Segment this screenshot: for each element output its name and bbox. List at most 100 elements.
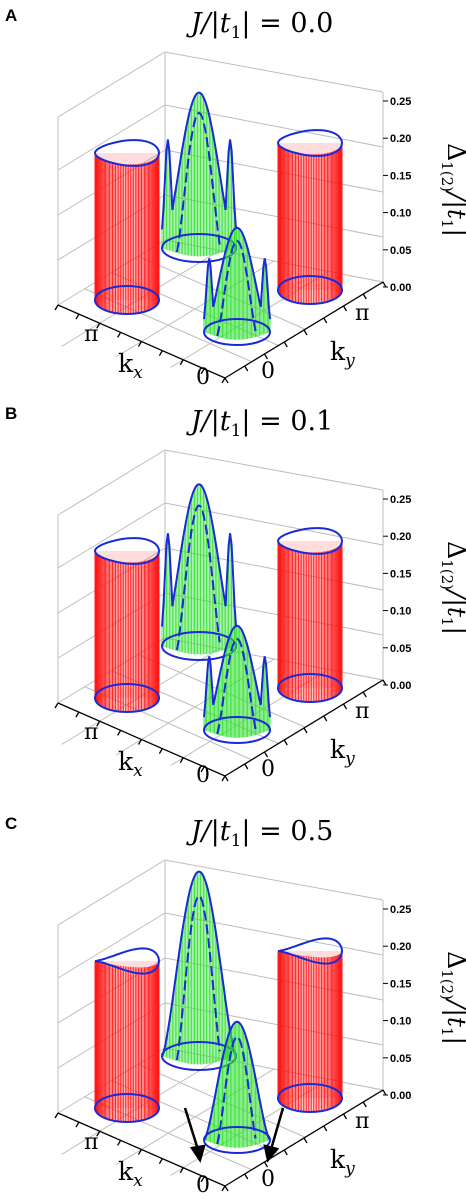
ky-tick <box>283 1149 288 1156</box>
dome-profile <box>203 624 271 718</box>
ky-tick-label-pi: π <box>355 301 369 326</box>
dome-hatch <box>161 92 237 257</box>
cylinder-hatch <box>277 541 343 702</box>
cylinder-fill <box>95 551 159 698</box>
z-tick-label: 0.15 <box>390 978 411 990</box>
dome-base <box>203 716 271 744</box>
wall-grid-line <box>164 592 384 636</box>
wall-grid-line <box>57 104 166 171</box>
cylinder-fill <box>95 961 159 1108</box>
dome-profile <box>161 91 237 230</box>
kx-tick <box>96 720 101 727</box>
kx-tick <box>75 711 80 718</box>
panel-letter: B <box>5 404 17 423</box>
ky-tick <box>244 365 249 372</box>
cylinder-top <box>93 537 161 565</box>
cylinder-base <box>277 275 343 305</box>
z-tick-label: 0.10 <box>390 208 411 220</box>
ky-tick <box>362 691 367 698</box>
back-top-edge <box>57 449 384 516</box>
red-cylinder-left <box>93 139 161 315</box>
dome-inner-curve <box>216 239 257 337</box>
cylinder-hatch <box>94 551 160 712</box>
red-cylinder-right <box>276 129 344 305</box>
ky-axis-label: ky <box>330 735 355 769</box>
ky-tick <box>303 329 308 336</box>
floor-grid-line <box>61 648 220 745</box>
dome-inner-curve <box>175 894 221 1061</box>
kx-tick-label-pi: π <box>84 720 98 745</box>
ky-tick <box>224 377 229 384</box>
z-tick-label: 0.10 <box>390 606 411 618</box>
kx-tick <box>158 350 163 356</box>
floor-grid-line <box>138 255 306 330</box>
kx-axis-label: kx <box>118 1157 143 1191</box>
kx-tick <box>200 1176 205 1183</box>
green-dome-back <box>161 483 237 661</box>
floor-grid-line <box>138 653 306 728</box>
wall-grid-line <box>164 1002 384 1046</box>
cylinder-hatch <box>277 143 343 304</box>
wall-grid-line <box>57 502 166 569</box>
kx-tick <box>54 702 59 709</box>
annotation-arrows <box>183 1107 285 1163</box>
wall-grid-line <box>164 149 384 193</box>
ky-tick <box>362 293 367 300</box>
ky-tick <box>224 775 229 782</box>
wall-grid-line <box>57 149 166 216</box>
z-tick-label: 0.25 <box>390 904 411 916</box>
cylinder-fill <box>278 143 342 290</box>
ky-tick <box>323 1125 328 1132</box>
z-tick-label: 0.25 <box>390 96 411 108</box>
wall-grid-line <box>164 957 384 1001</box>
z-axis <box>383 498 388 686</box>
ky-tick <box>244 763 249 770</box>
kx-tick <box>117 730 122 736</box>
ky-tick <box>323 317 328 324</box>
panel-title: J/|t1| = 0.0 <box>186 8 334 43</box>
z-tick-label: 0.20 <box>390 133 411 145</box>
ky-tick-label-0: 0 <box>261 757 275 782</box>
floor-grid-line <box>61 1058 220 1155</box>
red-cylinder-left <box>93 537 161 713</box>
cylinder-top <box>95 947 161 975</box>
kx-tick-label-0: 0 <box>196 763 210 788</box>
cylinder-outline <box>93 139 161 315</box>
z-tick-label: 0.05 <box>390 1053 411 1065</box>
ky-tick-label-0: 0 <box>261 359 275 384</box>
cylinder-outline <box>94 947 161 1123</box>
axes <box>54 281 387 384</box>
cylinder-hatch <box>277 951 343 1112</box>
cylinder-outline <box>276 527 344 703</box>
cylinder-outline <box>93 537 161 713</box>
arrow-right-head <box>263 1144 280 1163</box>
ky-tick <box>342 703 348 710</box>
back-top-edge <box>57 51 384 118</box>
wall-grid-line <box>164 194 384 238</box>
kx-tick <box>221 1185 226 1192</box>
dome-profile <box>161 483 237 627</box>
kx-axis-label: kx <box>118 349 143 383</box>
kx-tick <box>117 332 122 338</box>
dome-outline <box>203 1020 271 1154</box>
z-tick-label: 0.20 <box>390 531 411 543</box>
kx-tick <box>179 757 184 764</box>
floor-grid-line <box>61 250 220 347</box>
dome-base <box>203 318 271 346</box>
kx-tick <box>221 775 226 782</box>
ky-tick <box>342 1113 348 1120</box>
arrow-right <box>268 1107 285 1154</box>
dome-hatch <box>161 484 237 655</box>
dome-profile <box>203 226 271 320</box>
dome-outline <box>203 624 271 744</box>
ky-tick <box>283 739 288 746</box>
cylinder-hatch <box>94 153 160 314</box>
ky-tick <box>342 305 348 312</box>
z-tick-label: 0.15 <box>390 568 411 580</box>
green-dome-back <box>161 91 237 263</box>
kx-tick <box>117 1140 122 1146</box>
ky-tick <box>244 1173 249 1180</box>
kx-tick <box>137 739 143 745</box>
kx-tick <box>158 1158 163 1164</box>
